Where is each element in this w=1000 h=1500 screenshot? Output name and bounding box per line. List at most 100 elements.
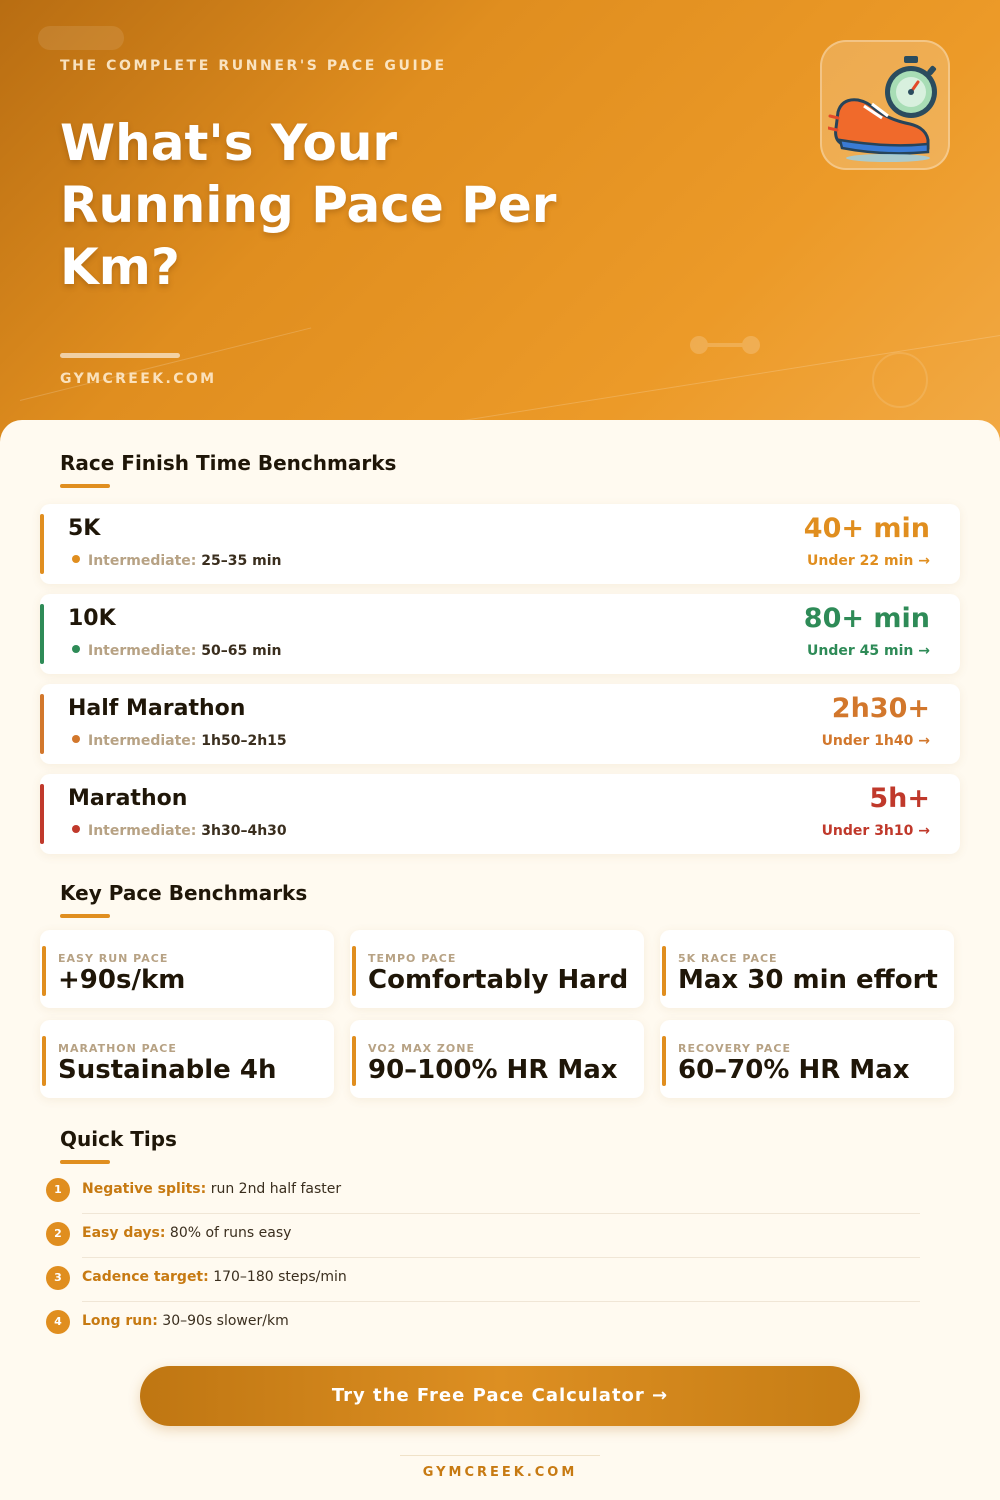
decorative-line [19,327,312,401]
pace-accent-bar [352,946,356,996]
tip-detail: 80% of runs easy [169,1225,292,1241]
page-title: What's Your Running Pace Per Km? [60,114,557,296]
pace-label: MARATHON PACE [58,1042,177,1055]
pace-value: Comfortably Hard [368,965,629,995]
pace-card-vo2max: VO2 MAX ZONE 90–100% HR Max [350,1020,644,1098]
pace-card-tempo: TEMPO PACE Comfortably Hard [350,930,644,1008]
pace-label: VO2 MAX ZONE [368,1042,475,1055]
tip-title: Easy days: [82,1225,166,1241]
tip-item: 2 Easy days: 80% of runs easy [46,1222,920,1266]
race-intermediate: Intermediate: 3h30–4h30 [72,823,287,839]
pace-section-title-text: Key Pace Benchmarks [60,881,308,905]
pace-accent-bar [42,946,46,996]
tip-item: 3 Cadence target: 170–180 steps/min [46,1266,920,1310]
bullet-dot-icon [72,645,80,653]
pace-label: TEMPO PACE [368,952,457,965]
intermediate-label: Intermediate: [88,733,197,749]
dumbbell-icon [690,336,760,354]
bullet-dot-icon [72,825,80,833]
bullet-dot-icon [72,555,80,563]
tip-number-badge: 2 [46,1222,70,1246]
race-accent-bar [40,694,44,754]
race-accent-bar [40,784,44,844]
pace-card-recovery: RECOVERY PACE 60–70% HR Max [660,1020,954,1098]
race-intermediate: Intermediate: 25–35 min [72,553,281,569]
tip-number-badge: 1 [46,1178,70,1202]
intermediate-value: 1h50–2h15 [201,733,287,749]
intermediate-value: 25–35 min [201,553,282,569]
tip-text: Cadence target: 170–180 steps/min [82,1269,347,1285]
race-advanced-goal: Under 45 min → [807,643,930,659]
race-card-10k: 10K Intermediate: 50–65 min 80+ min Unde… [40,594,960,674]
race-advanced-goal: Under 1h40 → [821,733,930,749]
race-advanced-goal: Under 3h10 → [821,823,930,839]
tip-detail: run 2nd half faster [210,1181,342,1197]
intermediate-label: Intermediate: [88,553,197,569]
tip-detail: 30–90s slower/km [162,1313,289,1329]
hero-site-name: GYMCREEK.COM [60,371,217,387]
race-beginner-time: 2h30+ [831,693,930,724]
race-beginner-time: 40+ min [803,513,930,544]
tip-title: Cadence target: [82,1269,209,1285]
race-name: 5K [68,516,101,541]
tip-number-badge: 3 [46,1266,70,1290]
tip-item: 4 Long run: 30–90s slower/km [46,1310,920,1354]
tips-section-title-text: Quick Tips [60,1127,177,1151]
decorative-circle [872,352,928,408]
race-name: Marathon [68,786,188,811]
race-card-5k: 5K Intermediate: 25–35 min 40+ min Under… [40,504,960,584]
intermediate-value: 50–65 min [201,643,282,659]
pace-accent-bar [662,946,666,996]
tip-title: Long run: [82,1313,158,1329]
race-beginner-time: 80+ min [803,603,930,634]
intermediate-label: Intermediate: [88,643,197,659]
hero-banner: THE COMPLETE RUNNER'S PACE GUIDE What's … [0,0,1000,460]
tip-detail: 170–180 steps/min [213,1269,347,1285]
race-accent-bar [40,604,44,664]
race-advanced-goal: Under 22 min → [807,553,930,569]
footer-site-link[interactable]: GYMCREEK.COM [422,1465,578,1480]
section-underline [60,914,110,918]
pace-section-title: Key Pace Benchmarks [60,881,308,918]
pace-value: Max 30 min effort [678,965,938,995]
tips-section-title: Quick Tips [60,1127,177,1164]
running-shoe-stopwatch-icon [820,40,950,170]
tip-text: Easy days: 80% of runs easy [82,1225,291,1241]
intermediate-value: 3h30–4h30 [201,823,287,839]
tip-text: Negative splits: run 2nd half faster [82,1181,341,1197]
pace-card-marathon: MARATHON PACE Sustainable 4h [40,1020,334,1098]
race-section-title-text: Race Finish Time Benchmarks [60,451,397,475]
race-accent-bar [40,514,44,574]
race-card-marathon: Marathon Intermediate: 3h30–4h30 5h+ Und… [40,774,960,854]
tip-divider [82,1301,920,1302]
pace-value: +90s/km [58,965,186,995]
pace-card-easy: EASY RUN PACE +90s/km [40,930,334,1008]
tip-text: Long run: 30–90s slower/km [82,1313,289,1329]
hero-divider [60,353,180,358]
pace-value: 90–100% HR Max [368,1055,618,1085]
race-intermediate: Intermediate: 50–65 min [72,643,281,659]
race-intermediate: Intermediate: 1h50–2h15 [72,733,287,749]
pace-calculator-button[interactable]: Try the Free Pace Calculator → [140,1366,860,1426]
race-card-half-marathon: Half Marathon Intermediate: 1h50–2h15 2h… [40,684,960,764]
pace-label: RECOVERY PACE [678,1042,791,1055]
section-underline [60,1160,110,1164]
pace-accent-bar [42,1036,46,1086]
tip-title: Negative splits: [82,1181,207,1197]
race-name: 10K [68,606,116,631]
intermediate-label: Intermediate: [88,823,197,839]
tip-number-badge: 4 [46,1310,70,1334]
race-beginner-time: 5h+ [869,783,930,814]
bullet-dot-icon [72,735,80,743]
pace-card-5k-race: 5K RACE PACE Max 30 min effort [660,930,954,1008]
pace-value: 60–70% HR Max [678,1055,910,1085]
pace-accent-bar [352,1036,356,1086]
footer-divider [400,1455,600,1456]
pace-value: Sustainable 4h [58,1055,277,1085]
tip-divider [82,1257,920,1258]
pace-label: 5K RACE PACE [678,952,778,965]
race-section-title: Race Finish Time Benchmarks [60,451,397,488]
race-name: Half Marathon [68,696,246,721]
tip-divider [82,1213,920,1214]
tip-item: 1 Negative splits: run 2nd half faster [46,1178,920,1222]
